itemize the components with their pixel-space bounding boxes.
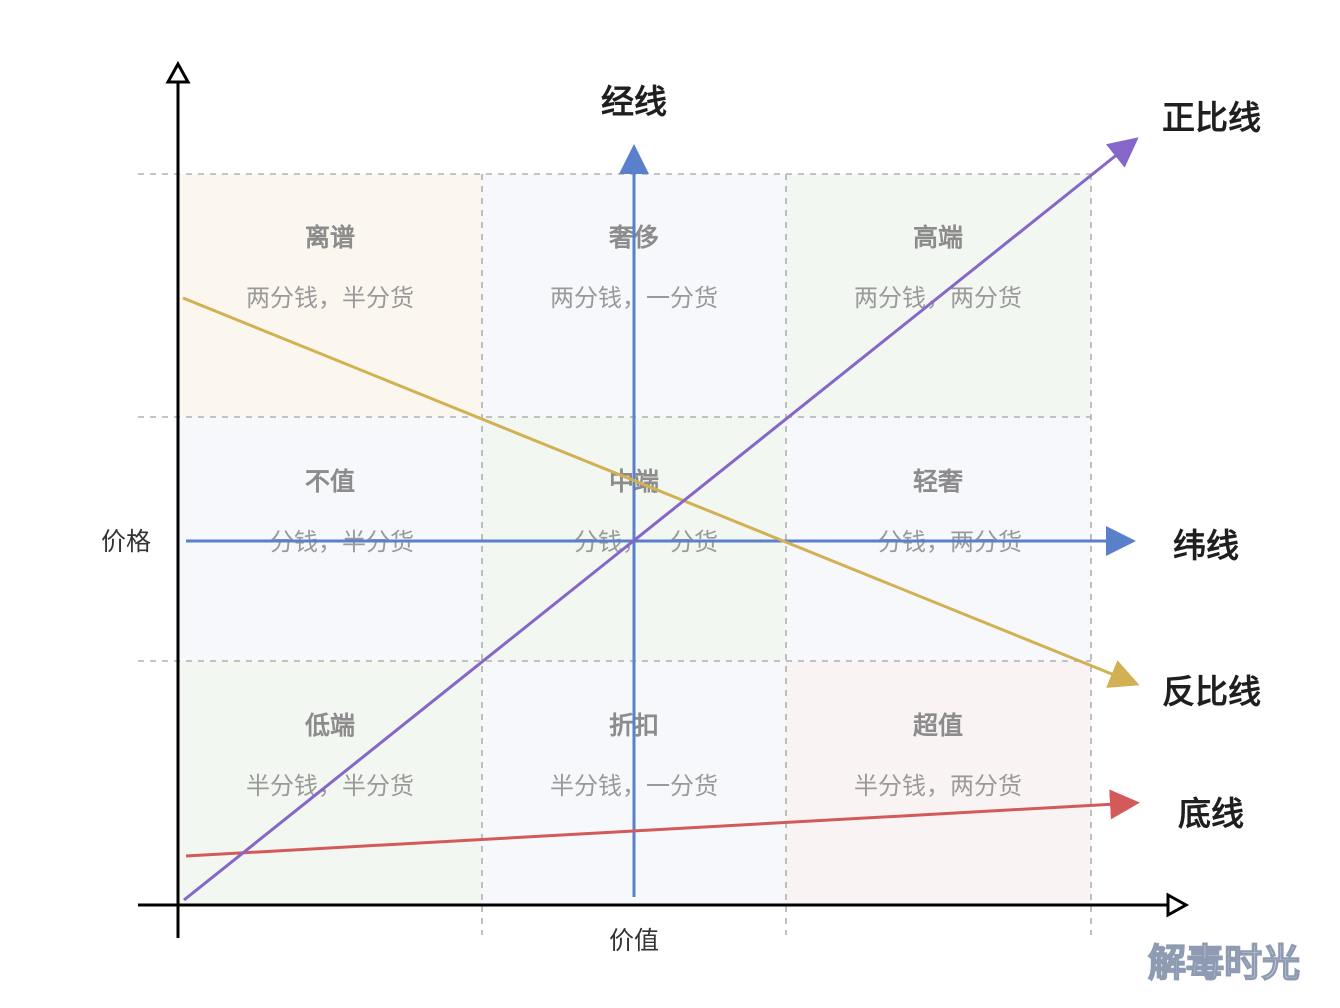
cell-bg-4 [178, 417, 482, 661]
cell-title-7: 低端 [304, 711, 355, 740]
cell-subtitle-1: 两分钱，半分货 [246, 284, 414, 312]
x-axis-label: 价值 [609, 926, 659, 955]
main-axes [138, 60, 1190, 938]
y-axis-label: 价格 [101, 527, 151, 556]
dixian-label: 底线 [1178, 794, 1244, 833]
cell-title-3: 高端 [913, 223, 963, 252]
zhengbixian-line [183, 137, 1139, 902]
cell-title-4: 不值 [305, 467, 355, 496]
cell-title-6: 轻奢 [913, 467, 964, 496]
cell-title-1: 离谱 [305, 223, 355, 252]
zhengbixian-label: 正比线 [1162, 98, 1261, 137]
x-axis-arrowhead [1166, 892, 1190, 918]
jingxian-label: 经线 [601, 82, 667, 121]
cell-bg-9 [786, 661, 1091, 905]
cell-subtitle-7: 半分钱，半分货 [246, 772, 414, 800]
cell-title-9: 超值 [913, 711, 963, 740]
fanbixian-label: 反比线 [1162, 672, 1261, 711]
cell-subtitle-9: 半分钱，两分货 [854, 772, 1022, 800]
weixian-label: 纬线 [1173, 526, 1239, 565]
y-axis-arrowhead [165, 60, 191, 84]
dixian-line [185, 789, 1140, 858]
dashed-grid [138, 173, 1092, 935]
watermark-text: 解毒时光 [1148, 941, 1300, 985]
cell-bg-6 [786, 417, 1091, 661]
cell-bg-1 [178, 174, 482, 417]
fanbixian-line [182, 296, 1140, 688]
